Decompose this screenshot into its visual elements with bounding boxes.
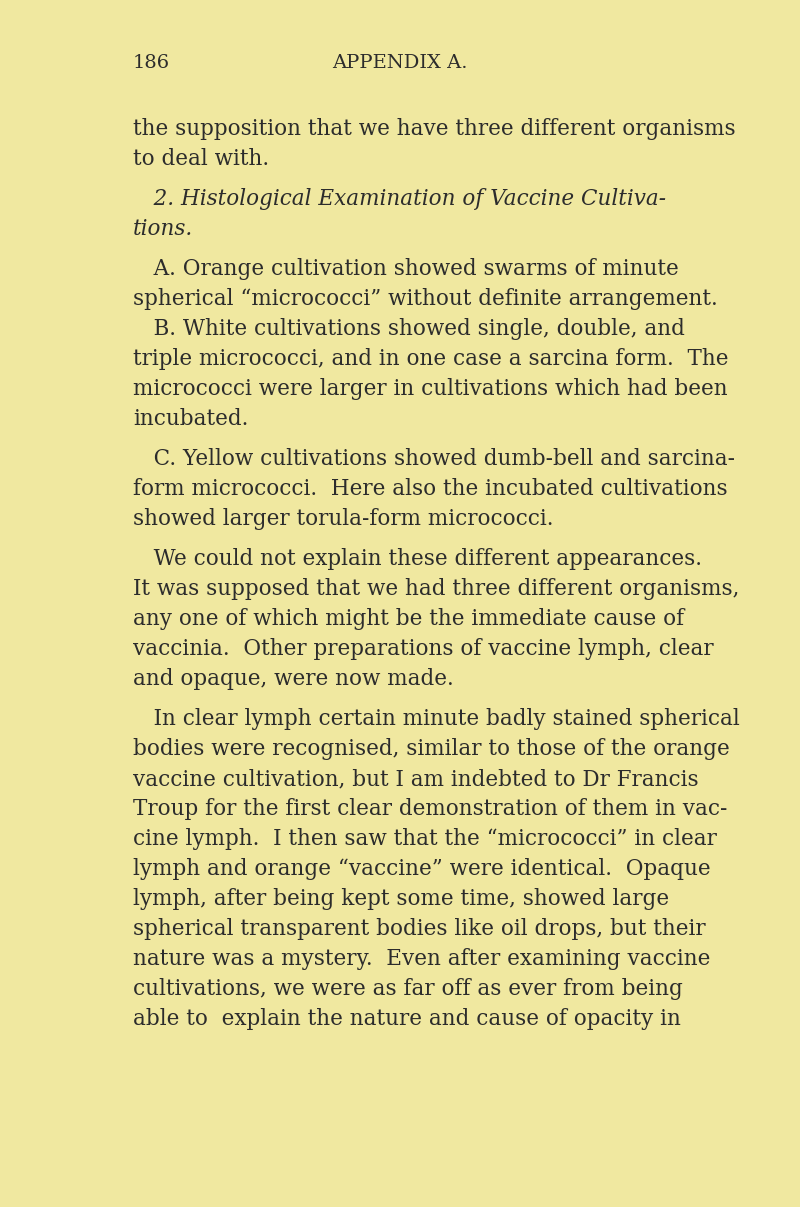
Text: vaccinia.  Other preparations of vaccine lymph, clear: vaccinia. Other preparations of vaccine … xyxy=(133,639,714,660)
Text: showed larger torula-form micrococci.: showed larger torula-form micrococci. xyxy=(133,508,554,530)
Text: 186: 186 xyxy=(133,54,170,72)
Text: form micrococci.  Here also the incubated cultivations: form micrococci. Here also the incubated… xyxy=(133,478,728,500)
Text: cultivations, we were as far off as ever from being: cultivations, we were as far off as ever… xyxy=(133,978,683,1001)
Text: and opaque, were now made.: and opaque, were now made. xyxy=(133,667,454,690)
Text: lymph, after being kept some time, showed large: lymph, after being kept some time, showe… xyxy=(133,888,669,910)
Text: triple micrococci, and in one case a sarcina form.  The: triple micrococci, and in one case a sar… xyxy=(133,348,729,371)
Text: A. Orange cultivation showed swarms of minute: A. Orange cultivation showed swarms of m… xyxy=(133,258,678,280)
Text: Troup for the first clear demonstration of them in vac-: Troup for the first clear demonstration … xyxy=(133,798,727,820)
Text: vaccine cultivation, but I am indebted to Dr Francis: vaccine cultivation, but I am indebted t… xyxy=(133,768,698,791)
Text: spherical transparent bodies like oil drops, but their: spherical transparent bodies like oil dr… xyxy=(133,919,706,940)
Text: We could not explain these different appearances.: We could not explain these different app… xyxy=(133,548,702,570)
Text: nature was a mystery.  Even after examining vaccine: nature was a mystery. Even after examini… xyxy=(133,947,710,970)
Text: tions.: tions. xyxy=(133,218,194,240)
Text: to deal with.: to deal with. xyxy=(133,148,269,170)
Text: bodies were recognised, similar to those of the orange: bodies were recognised, similar to those… xyxy=(133,737,730,760)
Text: B. White cultivations showed single, double, and: B. White cultivations showed single, dou… xyxy=(133,317,685,340)
Text: incubated.: incubated. xyxy=(133,408,248,430)
Text: In clear lymph certain minute badly stained spherical: In clear lymph certain minute badly stai… xyxy=(133,709,740,730)
Text: any one of which might be the immediate cause of: any one of which might be the immediate … xyxy=(133,608,684,630)
Text: the supposition that we have three different organisms: the supposition that we have three diffe… xyxy=(133,118,736,140)
Text: 2. Histological Examination of Vaccine Cultiva-: 2. Histological Examination of Vaccine C… xyxy=(133,188,666,210)
Text: cine lymph.  I then saw that the “micrococci” in clear: cine lymph. I then saw that the “microco… xyxy=(133,828,717,850)
Text: APPENDIX A.: APPENDIX A. xyxy=(332,54,468,72)
Text: able to  explain the nature and cause of opacity in: able to explain the nature and cause of … xyxy=(133,1008,681,1030)
Text: micrococci were larger in cultivations which had been: micrococci were larger in cultivations w… xyxy=(133,378,728,400)
Text: lymph and orange “vaccine” were identical.  Opaque: lymph and orange “vaccine” were identica… xyxy=(133,858,710,880)
Text: It was supposed that we had three different organisms,: It was supposed that we had three differ… xyxy=(133,578,739,600)
Text: spherical “micrococci” without definite arrangement.: spherical “micrococci” without definite … xyxy=(133,288,718,310)
Text: C. Yellow cultivations showed dumb-bell and sarcina-: C. Yellow cultivations showed dumb-bell … xyxy=(133,448,735,470)
